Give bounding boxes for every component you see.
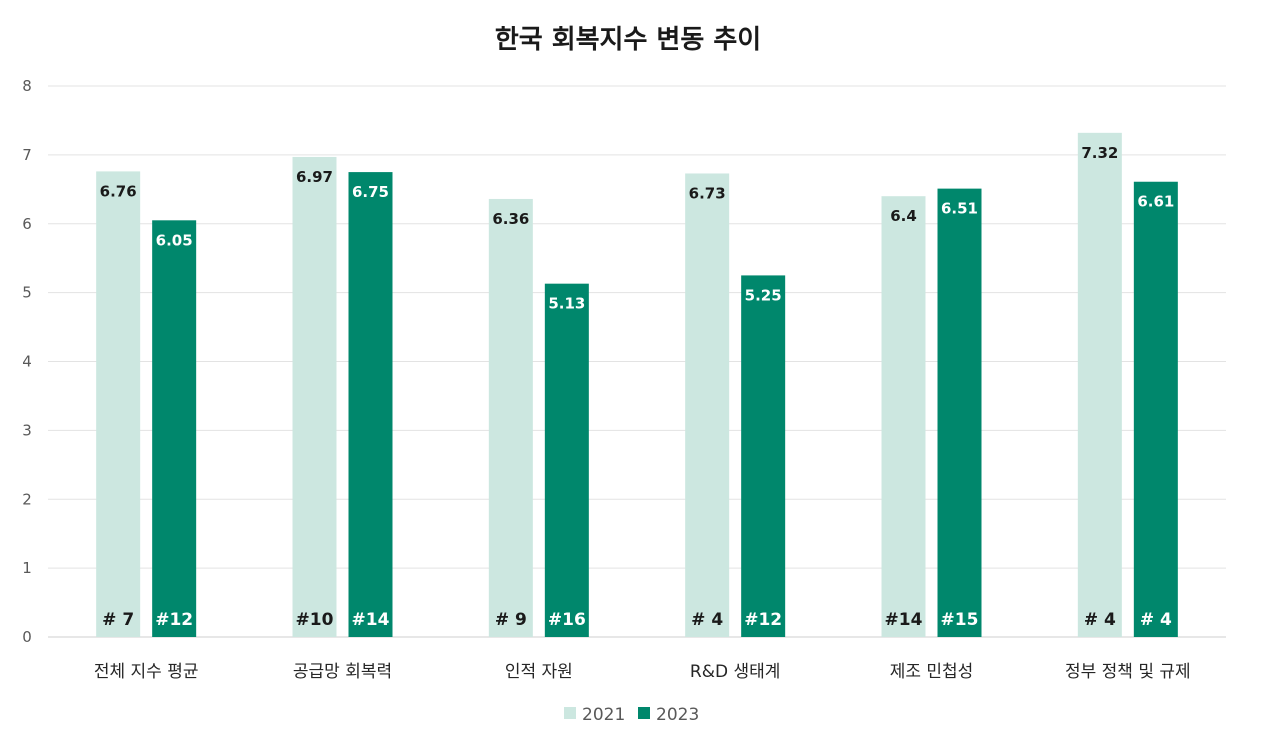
y-axis-ticks: 0 1 2 3 4 5 6 7 8 [22,77,32,646]
bar-value-label: 5.25 [745,286,782,304]
bar-rank-label: #14 [885,610,923,630]
bar-rank-label: # 4 [1140,610,1172,630]
bar-value-label: 6.75 [352,183,389,201]
x-category-label: 공급망 회복력 [293,662,392,682]
y-tick-label: 3 [22,421,32,439]
bar-2021[interactable] [96,171,141,637]
bar-rank-label: #16 [548,610,586,630]
y-tick-label: 5 [22,284,32,302]
legend-swatch-2023 [638,707,650,719]
bar-value-label: 6.76 [100,182,137,200]
y-tick-label: 7 [22,146,32,164]
bar-rank-label: # 4 [691,610,723,630]
bar-rank-label: #15 [941,610,979,630]
bar-2023[interactable] [741,275,786,637]
x-axis-labels: 전체 지수 평균 공급망 회복력 인적 자원 R&D 생태계 제조 민첩성 정부 정책 및… [94,662,1191,682]
bar-2023[interactable] [348,172,393,637]
legend-label-2021[interactable]: 2021 [582,705,625,725]
bar-value-label: 6.61 [1137,193,1174,211]
bar-2023[interactable] [152,220,197,637]
gridlines [48,85,1226,638]
bar-value-label: 6.51 [941,200,978,218]
bar-2021[interactable] [881,196,926,637]
legend[interactable]: 2021 2023 [564,705,699,725]
bar-2021[interactable] [685,173,730,637]
x-category-label: 인적 자원 [505,662,573,682]
bar-rank-label: #10 [296,610,334,630]
bar-rank-label: # 4 [1084,610,1116,630]
bar-rank-label: #12 [744,610,782,630]
bar-2021[interactable] [488,198,533,637]
legend-swatch-2021 [564,707,576,719]
bar-value-label: 6.73 [689,184,726,202]
y-tick-label: 0 [22,628,32,646]
bar-value-label: 6.4 [890,207,917,225]
bar-rank-label: # 7 [102,610,134,630]
bar-value-label: 6.97 [296,168,333,186]
bar-2021[interactable] [1077,132,1122,637]
y-tick-label: 2 [22,490,32,508]
bar-2023[interactable] [544,283,589,637]
bar-rank-label: #12 [155,610,193,630]
bar-rank-label: #14 [352,610,390,630]
bar-2023[interactable] [937,188,982,637]
y-tick-label: 8 [22,77,32,95]
y-tick-label: 4 [22,353,32,371]
bar-2023[interactable] [1133,181,1178,637]
bar-value-label: 5.13 [548,295,585,313]
y-tick-label: 1 [22,559,32,577]
bar-2021[interactable] [292,156,337,637]
legend-label-2023[interactable]: 2023 [656,705,699,725]
bars: 6.76 # 7 6.05 #12 6.97 #10 6.75 #14 6.36 # 9 5.13 #… [96,132,1178,637]
bar-value-label: 7.32 [1081,144,1118,162]
x-category-label: 정부 정책 및 규제 [1065,662,1191,682]
x-category-label: 전체 지수 평균 [94,662,199,682]
x-category-label: 제조 민첩성 [890,662,974,682]
bar-value-label: 6.05 [156,231,193,249]
y-tick-label: 6 [22,215,32,233]
chart-title: 한국 회복지수 변동 추이 [495,25,761,55]
bar-value-label: 6.36 [492,210,529,228]
x-category-label: R&D 생태계 [690,662,780,682]
bar-rank-label: # 9 [495,610,527,630]
